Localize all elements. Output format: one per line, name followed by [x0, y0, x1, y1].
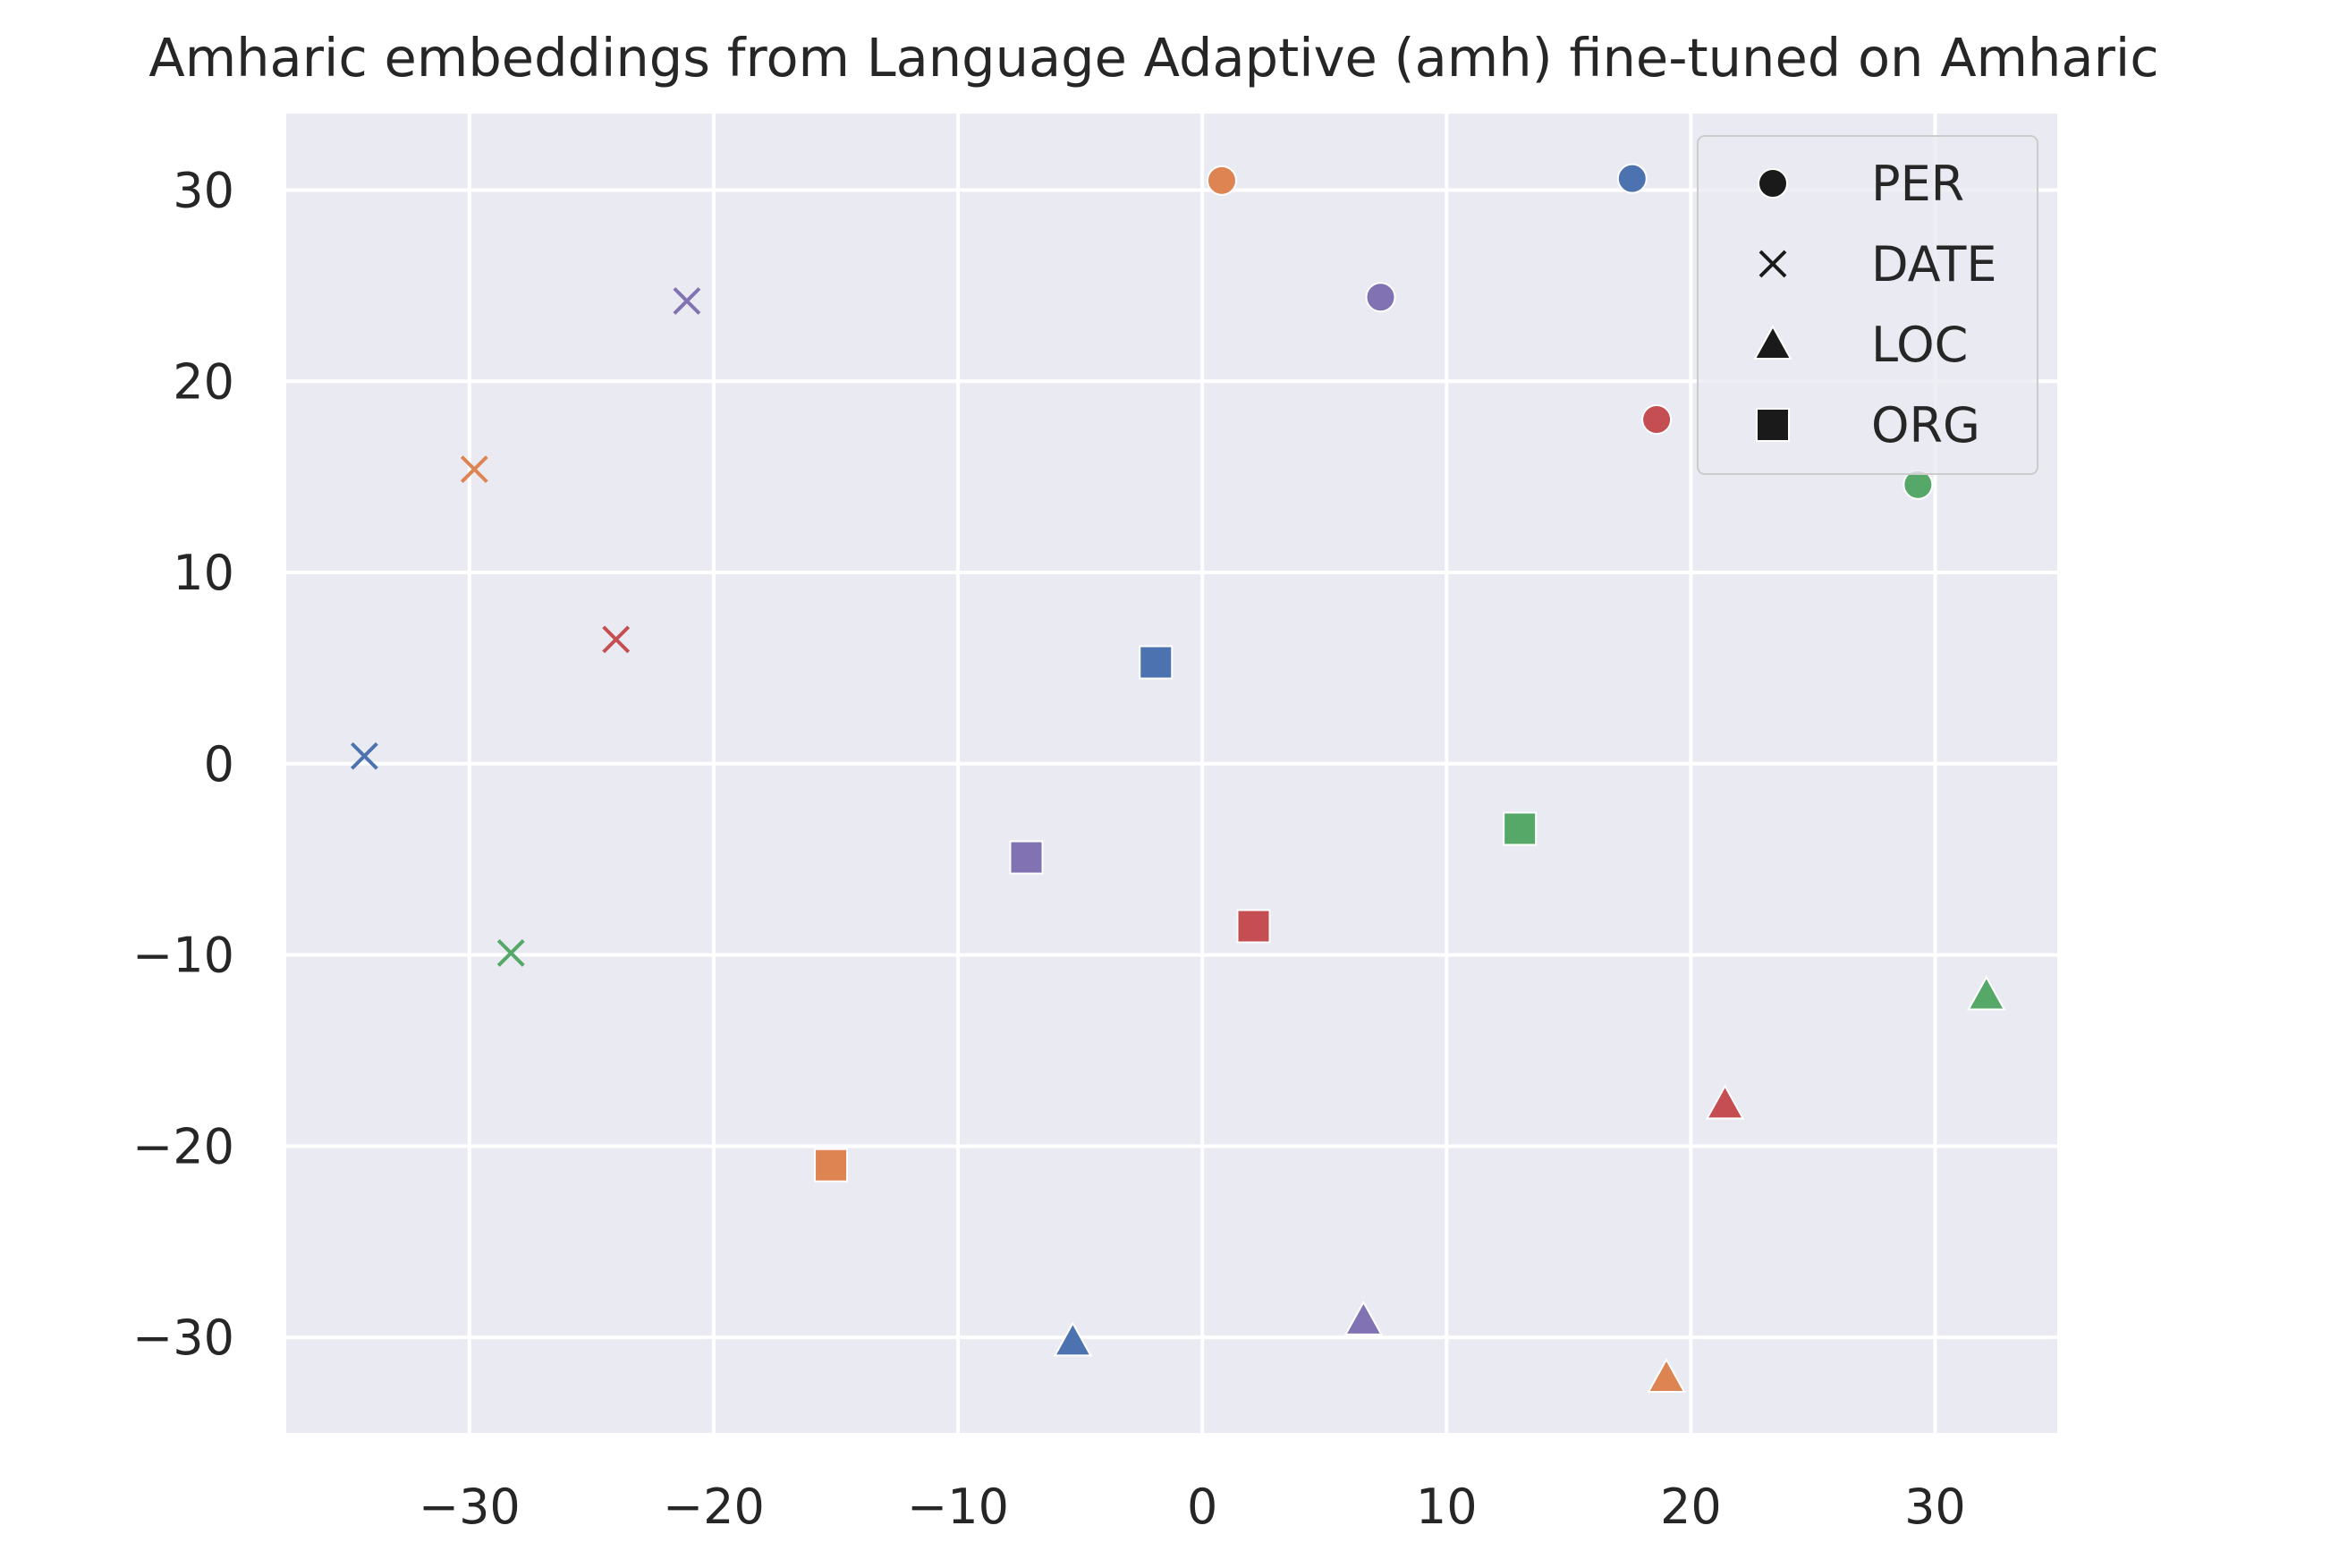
legend-label: LOC	[1871, 317, 1968, 373]
y-tick-label: −20	[132, 1118, 234, 1174]
y-tick-label: −30	[132, 1309, 234, 1366]
y-tick-label: 10	[173, 545, 234, 601]
chart-title: Amharic embeddings from Language Adaptiv…	[148, 27, 2158, 89]
data-points	[350, 163, 2006, 1394]
data-point-circle	[1365, 282, 1396, 313]
legend-marker-circle	[1758, 168, 1788, 199]
data-point-x	[673, 287, 701, 315]
data-point-triangle	[1647, 1357, 1686, 1394]
legend-label: DATE	[1871, 236, 1996, 292]
legend-frame	[1697, 135, 2038, 475]
x-axis-ticks: −30 −20 −10 0 10 20 30	[419, 1479, 1966, 1535]
data-point-x	[460, 455, 488, 484]
data-point-circle	[1641, 404, 1673, 436]
y-tick-label: 0	[204, 736, 234, 792]
legend-marker-square	[1756, 408, 1790, 442]
y-tick-label: 30	[173, 163, 234, 219]
x-tick-label: 20	[1660, 1479, 1722, 1535]
data-point-circle	[1616, 163, 1648, 194]
y-tick-label: −10	[132, 928, 234, 984]
data-point-square	[1503, 811, 1538, 846]
data-point-triangle	[1967, 975, 2006, 1011]
x-tick-label: −30	[419, 1479, 521, 1535]
x-tick-label: −20	[663, 1479, 765, 1535]
legend-label: PER	[1871, 156, 1964, 212]
data-point-x	[350, 742, 378, 770]
y-axis-ticks: 30 20 10 0 −10 −20 −30	[132, 163, 234, 1367]
data-point-x	[602, 625, 631, 654]
data-point-triangle	[1053, 1321, 1093, 1357]
x-tick-label: −10	[907, 1479, 1009, 1535]
legend-marker-x	[1758, 250, 1787, 278]
legend-marker-triangle	[1753, 324, 1792, 360]
data-point-x	[496, 939, 525, 967]
data-point-square	[1139, 645, 1174, 680]
data-point-circle	[1206, 165, 1237, 196]
data-point-square	[814, 1148, 849, 1182]
data-point-triangle	[1705, 1084, 1745, 1120]
legend-label: ORG	[1871, 397, 1980, 453]
data-point-triangle	[1343, 1300, 1384, 1335]
x-tick-label: 10	[1416, 1479, 1478, 1535]
grid-lines	[286, 114, 2057, 1433]
y-tick-label: 20	[173, 353, 234, 410]
data-point-square	[1236, 909, 1271, 944]
data-point-square	[1009, 840, 1044, 875]
legend: PER DATE LOC ORG	[1697, 135, 2038, 475]
x-tick-label: 30	[1904, 1479, 1966, 1535]
x-tick-label: 0	[1187, 1479, 1217, 1535]
